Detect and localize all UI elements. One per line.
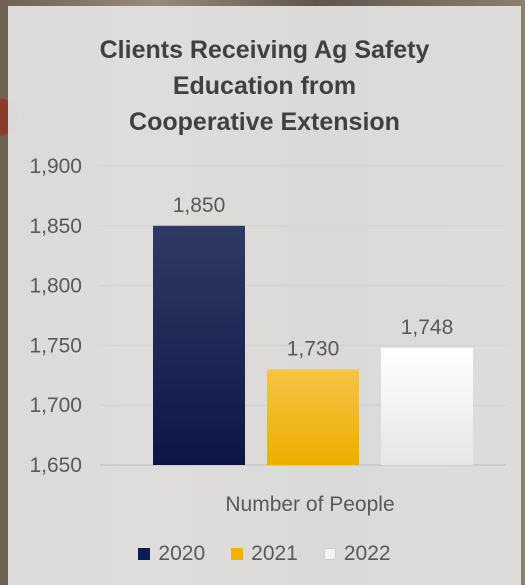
x-axis-category-label: Number of People (225, 493, 394, 516)
y-tick-label: 1,900 (29, 155, 82, 178)
y-axis: 1,650 1,700 1,750 1,800 1,850 1,900 (29, 155, 82, 477)
legend: 2020 2021 2022 (8, 542, 521, 566)
legend-label-2021: 2021 (251, 542, 298, 565)
chart-title: Clients Receiving Ag Safety Education fr… (8, 32, 521, 140)
bar-2020 (153, 225, 245, 465)
bar-2021 (267, 369, 359, 465)
bars (153, 225, 473, 465)
legend-swatch-2022 (323, 548, 336, 560)
legend-item-2022: 2022 (323, 542, 391, 566)
data-label-2022: 1,748 (401, 316, 454, 339)
legend-swatch-2021 (231, 548, 244, 560)
legend-label-2020: 2020 (158, 542, 206, 565)
y-tick-label: 1,650 (29, 454, 82, 477)
y-tick-label: 1,800 (29, 275, 82, 298)
chart-title-line-2: Education from (172, 72, 357, 100)
legend-item-2020: 2020 (138, 542, 205, 566)
data-labels: 1,850 1,730 1,748 (173, 194, 454, 361)
legend-item-2021: 2021 (231, 542, 298, 566)
y-tick-label: 1,850 (29, 215, 82, 238)
y-tick-label: 1,750 (29, 334, 82, 357)
bar-2022 (381, 347, 473, 465)
chart-panel: Clients Receiving Ag Safety Education fr… (8, 6, 521, 585)
data-label-2021: 1,730 (287, 337, 340, 360)
legend-swatch-2020 (138, 548, 151, 560)
chart-title-line-3: Cooperative Extension (129, 108, 400, 136)
data-label-2020: 1,850 (173, 194, 226, 217)
legend-label-2022: 2022 (343, 542, 391, 565)
chart-title-line-1: Clients Receiving Ag Safety (99, 36, 430, 64)
bar-chart: 1,650 1,700 1,750 1,800 1,850 1,900 1,850 1,73… (29, 155, 506, 516)
y-tick-label: 1,700 (29, 394, 82, 417)
